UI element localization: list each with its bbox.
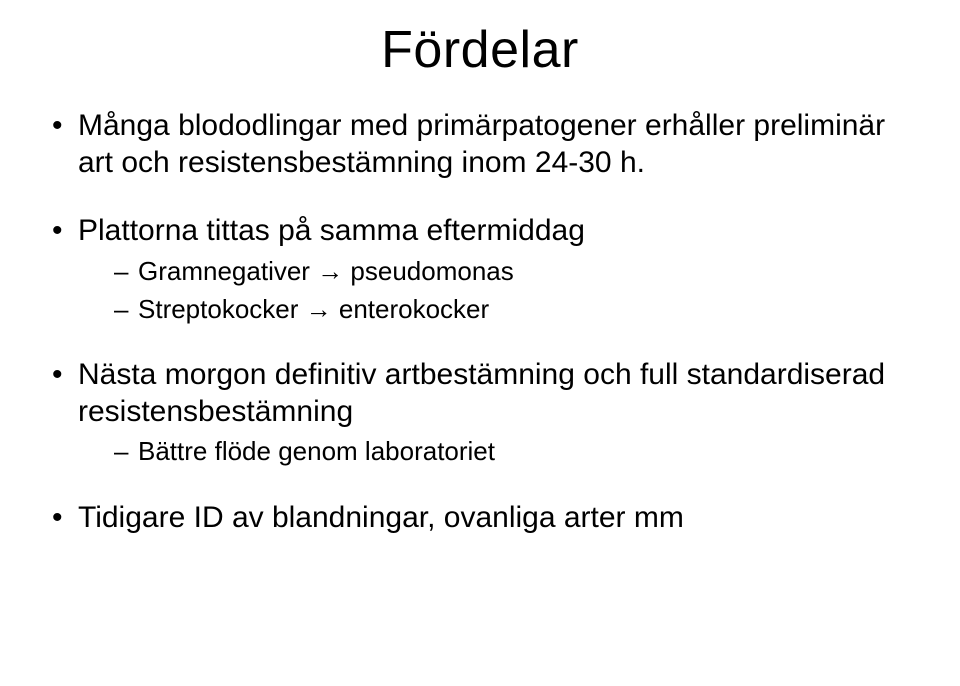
- bullet-item: Många blododlingar med primärpatogener e…: [48, 108, 912, 181]
- slide: Fördelar Många blododlingar med primärpa…: [0, 0, 960, 686]
- sub-text: Streptokocker → enterokocker: [138, 294, 489, 324]
- slide-title: Fördelar: [48, 20, 912, 80]
- sub-text: Bättre flöde genom laboratoriet: [138, 436, 495, 466]
- sub-item: Gramnegativer → pseudomonas: [114, 256, 912, 288]
- bullet-text: Nästa morgon definitiv artbestämning och…: [78, 358, 885, 428]
- sub-item: Streptokocker → enterokocker: [114, 294, 912, 326]
- sub-list: Gramnegativer → pseudomonas Streptokocke…: [114, 256, 912, 325]
- bullet-list: Många blododlingar med primärpatogener e…: [48, 108, 912, 537]
- sub-text: Gramnegativer → pseudomonas: [138, 256, 514, 286]
- bullet-item: Tidigare ID av blandningar, ovanliga art…: [48, 500, 912, 537]
- bullet-item: Plattorna tittas på samma eftermiddag Gr…: [48, 213, 912, 325]
- bullet-text: Plattorna tittas på samma eftermiddag: [78, 214, 585, 247]
- bullet-text: Många blododlingar med primärpatogener e…: [78, 109, 885, 179]
- sub-item: Bättre flöde genom laboratoriet: [114, 436, 912, 468]
- bullet-text: Tidigare ID av blandningar, ovanliga art…: [78, 501, 684, 534]
- bullet-item: Nästa morgon definitiv artbestämning och…: [48, 357, 912, 468]
- sub-list: Bättre flöde genom laboratoriet: [114, 436, 912, 468]
